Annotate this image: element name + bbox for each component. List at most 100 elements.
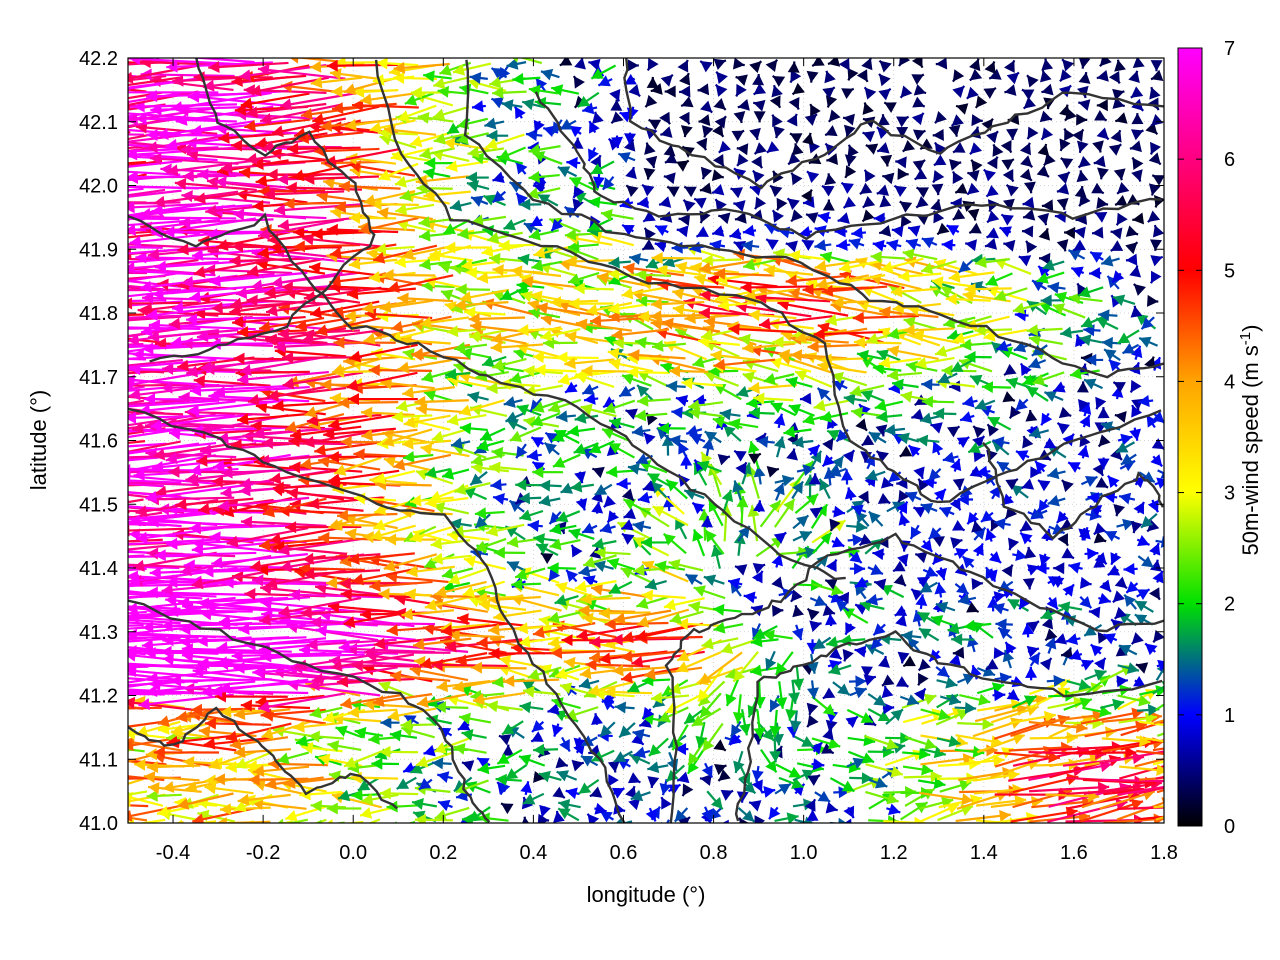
wind-arrow bbox=[811, 737, 841, 750]
wind-arrow bbox=[700, 100, 713, 114]
wind-arrow bbox=[128, 607, 129, 610]
wind-arrow bbox=[1114, 59, 1126, 72]
wind-arrow bbox=[1026, 126, 1039, 140]
wind-arrow bbox=[659, 779, 672, 796]
wind-arrow bbox=[648, 737, 669, 757]
wind-arrow bbox=[1137, 555, 1155, 569]
wind-arrow bbox=[478, 599, 527, 612]
wind-arrow bbox=[599, 522, 616, 534]
wind-arrow bbox=[371, 757, 400, 770]
wind-arrow bbox=[842, 196, 856, 209]
wind-arrow bbox=[527, 519, 543, 532]
wind-arrow bbox=[677, 441, 690, 458]
wind-arrow bbox=[1044, 628, 1058, 642]
wind-arrow bbox=[1021, 88, 1035, 101]
wind-arrow bbox=[1149, 587, 1161, 601]
wind-arrow bbox=[814, 790, 831, 803]
wind-arrow bbox=[937, 372, 958, 384]
wind-arrow bbox=[335, 725, 364, 739]
wind-arrow bbox=[985, 184, 999, 198]
y-axis-label: latitude (°) bbox=[26, 390, 51, 491]
wind-arrow bbox=[826, 153, 838, 166]
wind-arrow bbox=[1138, 815, 1164, 821]
wind-arrow bbox=[1130, 632, 1144, 645]
wind-arrow bbox=[1025, 240, 1038, 254]
wind-arrow bbox=[915, 195, 929, 209]
wind-arrow bbox=[505, 411, 526, 423]
wind-arrow bbox=[841, 87, 855, 99]
wind-arrow bbox=[912, 159, 926, 172]
wind-arrow bbox=[364, 308, 433, 321]
wind-arrow bbox=[720, 789, 734, 801]
wind-arrow bbox=[812, 636, 832, 651]
wind-arrow bbox=[610, 99, 623, 111]
wind-arrow bbox=[1099, 750, 1164, 765]
wind-arrow bbox=[1149, 542, 1161, 556]
wind-arrow bbox=[701, 125, 714, 138]
wind-arrow bbox=[751, 155, 763, 169]
wind-arrow bbox=[43, 457, 127, 472]
wind-arrow bbox=[591, 713, 603, 725]
wind-arrow bbox=[902, 763, 934, 776]
wind-arrow bbox=[1154, 477, 1164, 489]
wind-arrow bbox=[1025, 409, 1038, 422]
wind-arrow bbox=[865, 469, 886, 481]
wind-arrow bbox=[806, 714, 819, 728]
wind-arrow bbox=[128, 327, 146, 330]
wind-arrow bbox=[522, 685, 561, 698]
wind-arrow bbox=[252, 765, 310, 777]
wind-arrow bbox=[1004, 641, 1017, 655]
wind-arrow bbox=[776, 197, 788, 211]
wind-arrow bbox=[533, 743, 559, 756]
wind-arrow bbox=[1037, 212, 1050, 226]
wind-arrow bbox=[976, 665, 996, 677]
wind-arrow bbox=[698, 651, 743, 686]
wind-arrow bbox=[713, 97, 727, 111]
wind-arrow bbox=[1002, 169, 1015, 183]
wind-arrow bbox=[625, 408, 638, 420]
wind-arrow bbox=[971, 114, 983, 127]
wind-arrow bbox=[1096, 127, 1110, 141]
wind-arrow bbox=[590, 583, 649, 599]
wind-arrow bbox=[386, 800, 418, 813]
wind-arrow bbox=[1057, 171, 1071, 184]
wind-arrow bbox=[1036, 271, 1065, 284]
wind-arrow bbox=[612, 664, 668, 677]
wind-arrow bbox=[949, 380, 961, 393]
y-tick-label: 41.0 bbox=[79, 813, 118, 835]
wind-arrow bbox=[1138, 336, 1159, 348]
wind-arrow bbox=[708, 807, 723, 821]
wind-arrow bbox=[849, 562, 866, 575]
wind-arrow bbox=[326, 819, 364, 823]
wind-arrow bbox=[650, 691, 690, 704]
wind-arrow bbox=[1047, 281, 1066, 294]
wind-arrow bbox=[867, 692, 887, 707]
wind-arrow bbox=[1022, 577, 1035, 590]
wind-arrow bbox=[932, 128, 944, 141]
wind-arrow bbox=[974, 398, 996, 411]
wind-arrow bbox=[128, 344, 129, 347]
wind-arrow bbox=[308, 730, 345, 743]
wind-arrow bbox=[1107, 564, 1121, 576]
wind-arrow bbox=[128, 816, 148, 822]
wind-arrow bbox=[936, 222, 950, 236]
wind-arrow bbox=[711, 544, 723, 569]
wind-arrow bbox=[128, 636, 181, 643]
wind-arrow bbox=[1079, 334, 1102, 346]
wind-arrow bbox=[571, 759, 585, 772]
wind-arrow bbox=[751, 779, 763, 793]
wind-arrow bbox=[128, 285, 131, 288]
wind-arrow bbox=[1118, 492, 1136, 505]
wind-arrow bbox=[927, 468, 942, 482]
wind-arrow bbox=[844, 487, 857, 501]
wind-arrow bbox=[283, 776, 342, 789]
wind-arrow bbox=[389, 729, 418, 742]
wind-arrow bbox=[204, 717, 272, 730]
wind-arrow bbox=[771, 209, 784, 223]
wind-arrow bbox=[1150, 114, 1164, 127]
wind-arrow bbox=[844, 622, 856, 636]
wind-arrow bbox=[654, 560, 686, 573]
wind-arrow bbox=[749, 664, 779, 677]
wind-arrow bbox=[1097, 407, 1110, 419]
wind-arrow bbox=[1078, 58, 1091, 69]
